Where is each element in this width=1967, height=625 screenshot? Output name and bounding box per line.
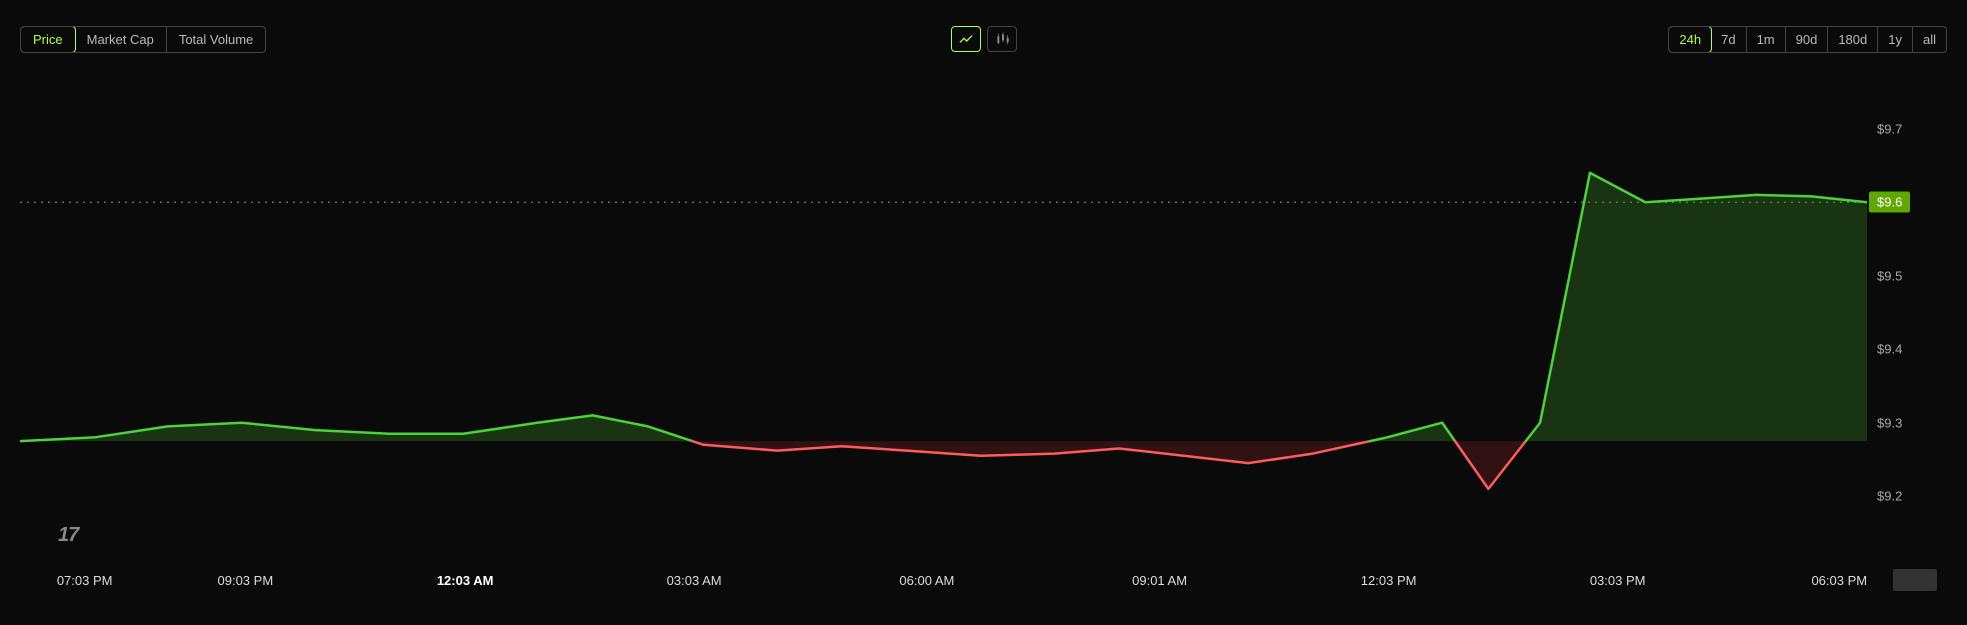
x-tick: 06:00 AM: [899, 573, 954, 588]
x-tick: 03:03 AM: [667, 573, 722, 588]
chart-type-tools: [951, 26, 1017, 52]
metric-tab-total-volume[interactable]: Total Volume: [167, 27, 265, 52]
time-range-group: 24h7d1m90d180d1yall: [1668, 26, 1947, 53]
chart-area: $9.2$9.3$9.4$9.5$9.6$9.7$9.6 07:03 PM09:…: [20, 70, 1947, 605]
line-chart-icon: [958, 31, 974, 47]
range-tab-24h[interactable]: 24h: [1668, 26, 1712, 53]
x-tick: 09:01 AM: [1132, 573, 1187, 588]
range-tab-180d[interactable]: 180d: [1828, 27, 1878, 52]
metric-tab-price[interactable]: Price: [20, 26, 76, 53]
line-chart-tool[interactable]: [951, 26, 981, 52]
x-tick: 07:03 PM: [57, 573, 113, 588]
range-tab-7d[interactable]: 7d: [1711, 27, 1746, 52]
x-tick: 09:03 PM: [218, 573, 274, 588]
y-tick: $9.5: [1877, 268, 1902, 283]
y-tick: $9.7: [1877, 121, 1902, 136]
x-tick: 03:03 PM: [1590, 573, 1646, 588]
range-tab-90d[interactable]: 90d: [1786, 27, 1829, 52]
range-tab-all[interactable]: all: [1913, 27, 1946, 52]
metric-tab-group: PriceMarket CapTotal Volume: [20, 26, 266, 53]
top-toolbar: PriceMarket CapTotal Volume 24h7d1m9: [20, 24, 1947, 54]
x-tick: 12:03 PM: [1361, 573, 1417, 588]
chart-container: PriceMarket CapTotal Volume 24h7d1m9: [0, 0, 1967, 625]
time-range-group-wrap: 24h7d1m90d180d1yall: [1668, 26, 1947, 53]
y-axis[interactable]: $9.2$9.3$9.4$9.5$9.6$9.7$9.6: [1867, 70, 1947, 555]
y-tick: $9.2: [1877, 489, 1902, 504]
metric-tab-market-cap[interactable]: Market Cap: [75, 27, 167, 52]
x-tick: 12:03 AM: [437, 573, 494, 588]
tradingview-logo: 17: [58, 524, 78, 547]
price-line-chart: [20, 70, 1867, 555]
range-tab-1m[interactable]: 1m: [1747, 27, 1786, 52]
y-tick: $9.4: [1877, 342, 1902, 357]
candlestick-tool[interactable]: [987, 26, 1017, 52]
range-tab-1y[interactable]: 1y: [1878, 27, 1913, 52]
y-tick: $9.3: [1877, 415, 1902, 430]
candlestick-icon: [994, 31, 1010, 47]
chart-plot[interactable]: [20, 70, 1867, 555]
x-axis[interactable]: 07:03 PM 09:03 PM 12:03 AM 03:03 AM 06:00 AM…: [20, 555, 1867, 605]
x-axis-scroll-handle[interactable]: [1893, 569, 1937, 591]
current-price-tag: $9.6: [1869, 192, 1910, 213]
x-tick: 06:03 PM: [1811, 573, 1867, 588]
